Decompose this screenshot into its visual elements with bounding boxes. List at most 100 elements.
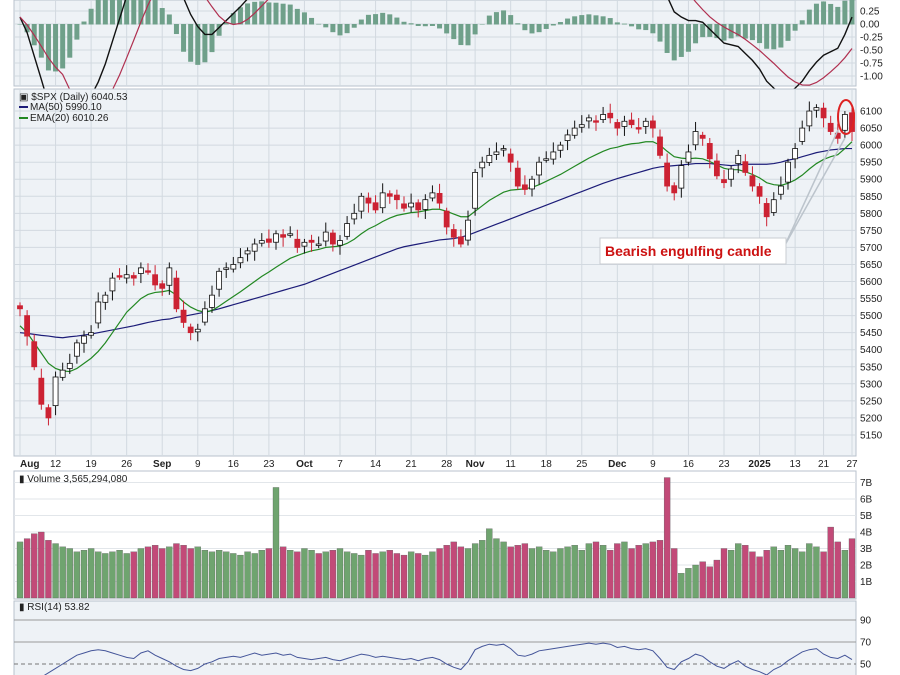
volume-bar [791,548,799,599]
candle [17,302,23,317]
candle [194,323,201,342]
macd-hist-bar [337,24,343,36]
candle [351,203,358,225]
macd-hist-bar [785,24,791,41]
macd-hist-bar [685,24,691,52]
macd-hist-bar [700,24,706,38]
volume-tick-label: 2B [860,561,873,572]
date-tick-label: 11 [505,459,516,470]
date-tick-label: Dec [608,459,627,470]
volume-bar [500,541,507,599]
volume-bar [813,546,820,599]
macd-hist-bar [53,24,59,72]
date-tick-label: 16 [683,459,695,470]
volume-bar [151,545,159,599]
candle [322,222,329,247]
volume-bar [848,538,856,599]
volume-bar [777,550,785,599]
macd-hist-bar [152,0,158,25]
volume-bar [749,551,756,599]
legend-volume: ▮ Volume 3,565,294,080 [19,474,128,485]
candle [24,310,31,346]
macd-hist-bar [600,16,606,25]
candle [137,262,144,284]
macd-hist-bar [351,24,357,28]
volume-bar [265,548,273,599]
volume-bar [315,553,322,599]
macd-hist-bar [742,24,748,39]
volume-bar [834,541,841,599]
date-tick-label: 27 [846,459,858,470]
price-tick-label: 5850 [860,192,883,203]
candle [735,149,742,174]
volume-bar [258,550,265,599]
macd-hist-bar [643,24,649,31]
volume-bar [294,551,301,599]
macd-hist-bar [749,24,755,41]
volume-bar [301,548,308,599]
candle [422,194,429,219]
macd-hist-bar [579,15,585,25]
macd-hist-bar [166,14,172,25]
candle [31,334,38,371]
candle [95,292,102,329]
macd-hist-bar [387,14,393,25]
candle [173,270,180,313]
macd-tick-label: -0.75 [860,59,883,70]
macd-tick-label: -1.00 [860,72,883,83]
volume-bar [784,545,792,599]
candle [635,118,642,134]
macd-hist-bar [771,24,777,50]
candle [159,280,166,296]
volume-bar [585,543,593,599]
volume-bar [429,551,436,599]
candle [372,195,379,214]
candle [664,153,671,192]
macd-tick-label: -0.25 [860,33,883,44]
volume-bar [130,551,137,599]
volume-bar [450,541,457,599]
candle [130,272,137,286]
date-tick-label: 25 [576,459,588,470]
macd-hist-bar [465,24,471,46]
volume-bar [329,550,337,599]
volume-bar [621,541,628,599]
candle [457,229,464,248]
volume-bar [173,543,180,599]
macd-hist-bar [536,24,542,33]
macd-hist-bar [401,21,407,25]
macd-hist-bar [813,3,819,25]
macd-hist-bar [451,24,457,40]
macd-hist-bar [202,24,208,63]
volume-bar [16,541,24,599]
macd-hist-bar [664,24,670,53]
volume-bar [66,548,73,599]
date-tick-label: 9 [195,459,201,470]
price-tick-label: 6100 [860,107,883,118]
candle [500,145,507,157]
candle [557,141,564,158]
volume-tick-label: 5B [860,511,873,522]
macd-hist-bar [444,24,450,34]
candle [770,192,777,216]
macd-hist-bar [650,24,656,34]
macd-hist-bar [508,15,514,25]
macd-hist-bar [309,17,315,25]
macd-hist-bar [223,22,229,25]
macd-hist-bar [88,8,94,25]
candle [408,193,415,213]
volume-bar [820,551,827,599]
volume-bar [557,548,564,599]
candle [706,137,713,169]
macd-hist-bar [835,6,841,25]
volume-bar [699,561,706,599]
macd-hist-bar [415,24,421,26]
date-tick-label: 21 [818,459,830,470]
macd-hist-bar [565,18,571,25]
macd-hist-bar [209,24,215,53]
volume-bar [102,553,109,599]
candle [301,238,308,254]
date-tick-label: Sep [153,459,171,470]
candle [820,102,827,128]
candle [628,112,635,129]
